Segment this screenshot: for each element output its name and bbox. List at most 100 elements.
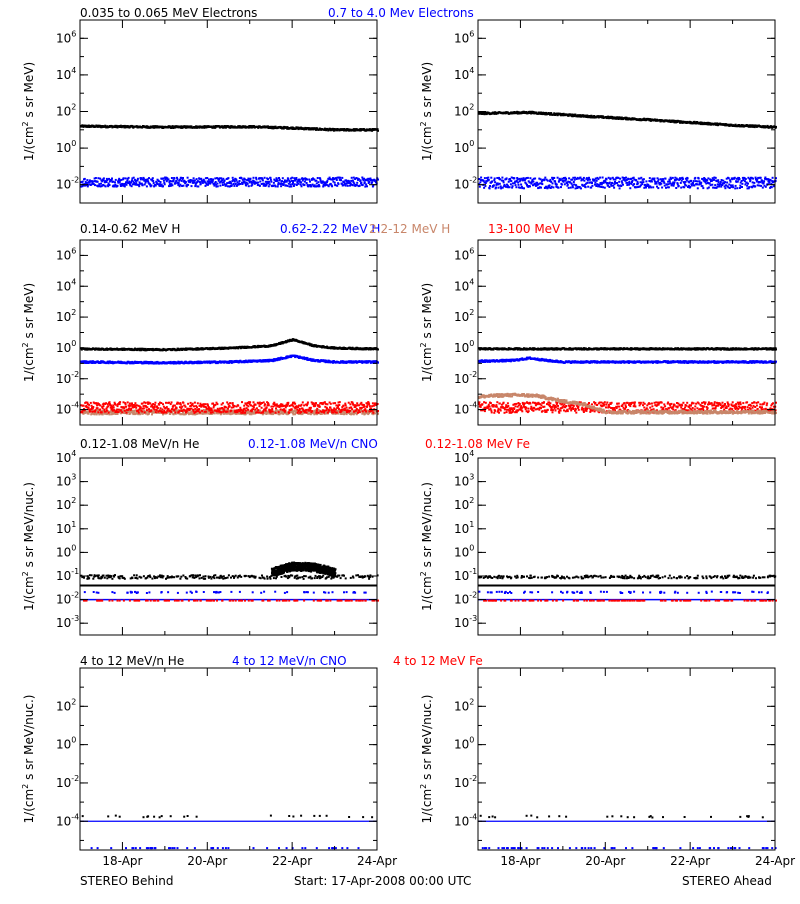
data-point xyxy=(199,411,201,413)
data-point xyxy=(365,411,367,413)
data-point xyxy=(656,183,658,185)
data-point xyxy=(587,186,589,188)
data-point xyxy=(197,402,199,404)
data-point xyxy=(305,409,307,411)
data-point xyxy=(280,185,282,187)
data-point xyxy=(570,187,572,189)
data-point xyxy=(328,185,330,187)
y-tick-label: 104 xyxy=(56,66,76,82)
data-point xyxy=(713,179,715,181)
data-point xyxy=(641,183,643,185)
data-point xyxy=(589,179,591,181)
y-axis-label: 1/(cm2 s sr MeV) xyxy=(21,62,36,161)
data-point xyxy=(591,185,593,187)
data-point xyxy=(574,179,576,181)
data-point xyxy=(349,410,351,412)
data-point xyxy=(152,180,154,182)
data-point xyxy=(693,180,695,182)
data-point xyxy=(263,401,265,403)
data-point xyxy=(540,187,542,189)
data-point xyxy=(160,407,162,409)
data-point xyxy=(273,402,275,404)
data-point xyxy=(251,410,253,412)
data-point xyxy=(326,403,328,405)
data-point xyxy=(151,185,153,187)
data-point xyxy=(91,405,93,407)
data-point xyxy=(360,182,362,184)
data-point xyxy=(268,404,270,406)
data-point xyxy=(344,403,346,405)
data-point xyxy=(294,183,296,185)
data-point xyxy=(236,411,238,413)
data-point xyxy=(105,402,107,404)
data-point xyxy=(315,412,317,414)
data-point xyxy=(625,177,627,179)
data-point xyxy=(583,180,585,182)
data-point xyxy=(140,407,142,409)
data-point xyxy=(182,177,184,179)
data-point xyxy=(275,412,277,414)
data-point xyxy=(331,185,333,187)
data-point xyxy=(121,411,123,413)
data-point xyxy=(89,411,91,413)
data-point xyxy=(479,186,481,188)
data-point xyxy=(334,402,336,404)
data-point xyxy=(698,178,700,180)
data-point xyxy=(553,177,555,179)
data-point xyxy=(146,185,148,187)
data-point xyxy=(650,186,652,188)
data-point xyxy=(88,404,90,406)
data-point xyxy=(735,185,737,187)
data-point xyxy=(252,408,254,410)
data-point xyxy=(529,185,531,187)
legend-label: 2.2-12 MeV H xyxy=(369,222,450,236)
data-point xyxy=(687,177,689,179)
data-point xyxy=(86,179,88,181)
data-point xyxy=(229,406,231,408)
data-point xyxy=(355,410,357,412)
data-point xyxy=(714,184,716,186)
data-point xyxy=(356,402,358,404)
data-point xyxy=(179,184,181,186)
data-point xyxy=(696,180,698,182)
data-point xyxy=(174,177,176,179)
data-point xyxy=(99,178,101,180)
data-point xyxy=(268,185,270,187)
data-point xyxy=(213,185,215,187)
data-point xyxy=(484,177,486,179)
data-point xyxy=(219,185,221,187)
data-point xyxy=(287,402,289,404)
data-point xyxy=(341,413,343,415)
data-point xyxy=(586,182,588,184)
data-point xyxy=(682,178,684,180)
data-point xyxy=(107,405,109,407)
data-point xyxy=(509,186,511,188)
data-point xyxy=(732,184,734,186)
data-point xyxy=(153,406,155,408)
data-point xyxy=(220,411,222,413)
data-point xyxy=(362,184,364,186)
data-point xyxy=(119,403,121,405)
data-point xyxy=(540,178,542,180)
data-point xyxy=(216,403,218,405)
data-point xyxy=(99,409,101,411)
data-point xyxy=(137,178,139,180)
data-point xyxy=(121,183,123,185)
data-point xyxy=(244,408,246,410)
data-point xyxy=(265,410,267,412)
data-point xyxy=(728,177,730,179)
data-point xyxy=(277,186,279,188)
legend-label: 0.62-2.22 MeV H xyxy=(280,222,380,236)
data-point xyxy=(489,185,491,187)
data-point xyxy=(761,180,763,182)
data-point xyxy=(746,185,748,187)
data-point xyxy=(753,182,755,184)
data-point xyxy=(230,410,232,412)
data-point xyxy=(736,187,738,189)
data-point xyxy=(741,183,743,185)
data-point xyxy=(724,187,726,189)
data-point xyxy=(233,183,235,185)
data-point xyxy=(302,401,304,403)
data-point xyxy=(325,409,327,411)
data-point xyxy=(495,187,497,189)
